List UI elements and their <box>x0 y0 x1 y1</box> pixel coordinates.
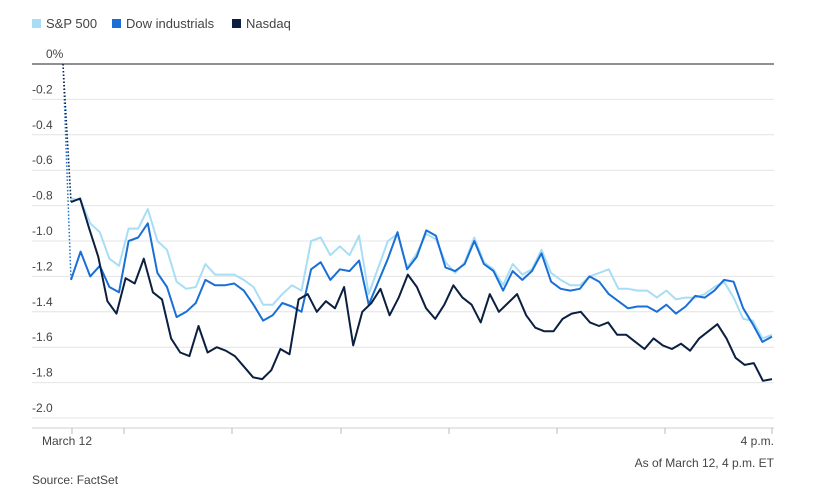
y-tick-label: -1.2 <box>32 259 53 273</box>
y-axis: 0% -0.2 -0.4 -0.6 -0.8 -1.0 -1.2 -1.4 -1.6 -1.8 -2… <box>32 47 64 415</box>
y-tick-label: -0.8 <box>32 189 53 203</box>
legend-label: S&P 500 <box>46 16 97 31</box>
x-tick-label-start: March 12 <box>42 434 92 448</box>
y-tick-label: -2.0 <box>32 401 53 415</box>
legend: S&P 500 Dow industrials Nasdaq <box>32 16 291 31</box>
legend-swatch <box>112 19 121 28</box>
series-line-nasdaq <box>70 197 773 382</box>
legend-label: Dow industrials <box>126 16 215 31</box>
y-tick-label: -1.4 <box>32 295 53 309</box>
source-label: Source: FactSet <box>32 473 119 487</box>
y-tick-label: -0.4 <box>32 118 53 132</box>
y-tick-label: -1.6 <box>32 330 53 344</box>
y-tick-label: -0.6 <box>32 153 53 167</box>
y-tick-label: -0.2 <box>32 82 53 96</box>
legend-swatch <box>32 19 41 28</box>
y-tick-label: -1.8 <box>32 366 53 380</box>
legend-label: Nasdaq <box>246 16 291 31</box>
series-opening-segment <box>62 63 72 280</box>
series-line-dow-industrials <box>70 222 773 343</box>
series-opening-segment <box>62 63 72 203</box>
series-lines <box>62 63 773 382</box>
x-tick-label-end: 4 p.m. <box>741 434 774 448</box>
grid-lines <box>32 63 774 419</box>
chart-note: As of March 12, 4 p.m. ET <box>635 456 775 470</box>
y-tick-label: -1.0 <box>32 224 53 238</box>
legend-swatch <box>232 19 241 28</box>
x-axis: March 12 4 p.m. <box>32 427 774 448</box>
y-tick-label: 0% <box>46 47 64 61</box>
